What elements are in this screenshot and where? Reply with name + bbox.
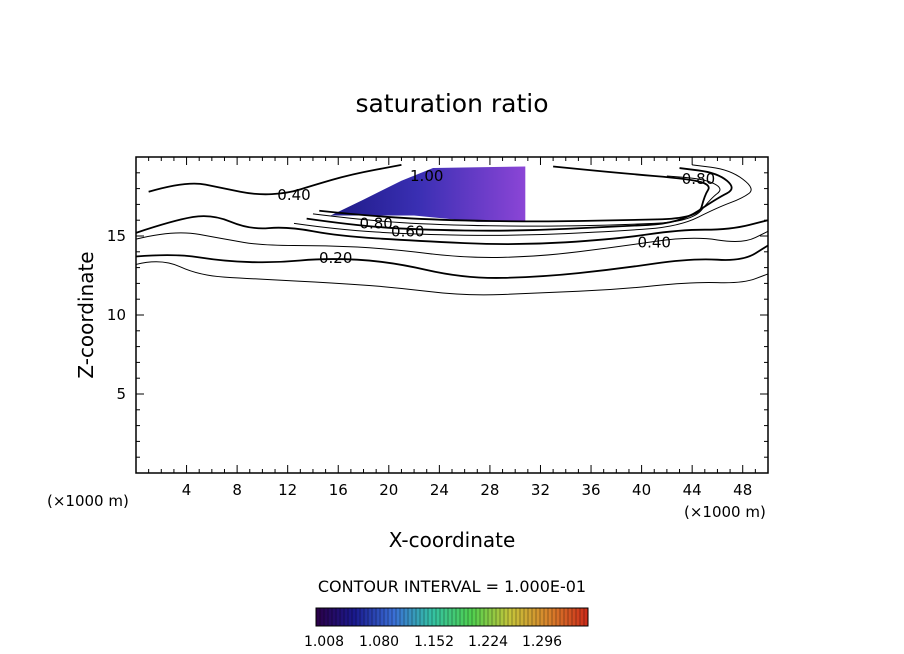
colorbar: 1.008 1.080 1.152 1.224 1.296 (304, 607, 589, 650)
contour-label: 0.60 (391, 222, 424, 240)
contour-label: 0.80 (682, 170, 715, 188)
colorbar-tick-label: 1.152 (414, 634, 454, 650)
colorbar-tick-label: 1.224 (468, 634, 508, 650)
contour-interval-text: CONTOUR INTERVAL = 1.000E-01 (318, 577, 586, 596)
contour-line (135, 230, 769, 258)
contour-line (135, 261, 769, 296)
contour-label: 1.00 (410, 167, 443, 185)
contour-line (293, 164, 752, 236)
chart-title: saturation ratio (355, 89, 548, 118)
z-axis-unit: (×1000 m) (47, 492, 129, 510)
contour-line (135, 215, 769, 246)
x-tick-label: 32 (531, 481, 550, 499)
contour-line (148, 164, 402, 196)
x-tick-label: 4 (182, 481, 192, 499)
x-tick-label: 36 (581, 481, 600, 499)
x-tick-label: 16 (329, 481, 348, 499)
contour-line (306, 167, 733, 232)
x-axis-unit: (×1000 m) (684, 503, 766, 521)
x-tick-label: 48 (733, 481, 752, 499)
x-tick-label: 28 (480, 481, 499, 499)
y-tick-label: 10 (107, 306, 126, 324)
x-tick-label: 24 (430, 481, 449, 499)
plot-area: 1.000.400.800.600.200.400.80 4 8 12 16 20 24 2… (107, 156, 769, 499)
y-tick-label: 15 (107, 227, 126, 245)
x-tick-label: 44 (683, 481, 702, 499)
colorbar-tick-label: 1.008 (304, 634, 344, 650)
contour-label: 0.20 (319, 249, 352, 267)
contour-line (312, 175, 721, 227)
contour-label: 0.40 (638, 233, 671, 251)
y-axis-label: Z-coordinate (74, 251, 98, 378)
contour-labels: 1.000.400.800.600.200.400.80 (277, 167, 715, 267)
x-tick-label: 20 (379, 481, 398, 499)
x-tick-label: 40 (632, 481, 651, 499)
contour-line (135, 244, 769, 279)
contour-label: 0.40 (277, 186, 310, 204)
supersaturation-region (330, 166, 526, 222)
x-axis-label: X-coordinate (389, 528, 516, 552)
colorbar-tick-label: 1.296 (522, 634, 562, 650)
x-tick-label: 8 (232, 481, 242, 499)
contour-label: 0.80 (359, 214, 392, 232)
x-tick-label: 12 (278, 481, 297, 499)
y-tick-label: 5 (116, 385, 126, 403)
colorbar-tick-label: 1.080 (359, 634, 399, 650)
contour-lines (135, 164, 769, 296)
contour-line (319, 165, 710, 223)
